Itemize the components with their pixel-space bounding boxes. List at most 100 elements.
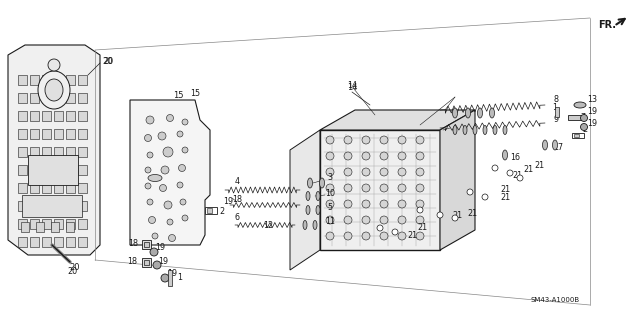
Text: 19: 19 (587, 108, 597, 116)
Bar (42, 147, 51, 157)
Ellipse shape (463, 125, 467, 135)
Text: 18: 18 (127, 256, 137, 265)
Circle shape (145, 135, 152, 142)
Text: 21: 21 (452, 211, 462, 220)
Circle shape (380, 184, 388, 192)
Ellipse shape (303, 220, 307, 229)
Text: 19: 19 (223, 197, 233, 206)
Text: 11: 11 (325, 218, 335, 226)
Bar (54, 201, 63, 211)
Circle shape (147, 199, 153, 205)
Ellipse shape (306, 191, 310, 201)
Text: 2: 2 (582, 125, 588, 135)
Circle shape (398, 232, 406, 240)
Bar (78, 183, 87, 193)
Circle shape (146, 116, 154, 124)
Ellipse shape (316, 205, 320, 214)
Bar (54, 219, 63, 229)
Bar (66, 201, 75, 211)
Bar (54, 147, 63, 157)
Polygon shape (320, 110, 475, 130)
Bar (30, 237, 39, 247)
Bar (18, 165, 27, 175)
Circle shape (492, 165, 498, 171)
Ellipse shape (316, 191, 320, 201)
Bar (555, 107, 559, 117)
Bar (22, 195, 82, 217)
Text: 21: 21 (467, 209, 477, 218)
Bar (18, 75, 27, 85)
Text: 2: 2 (220, 207, 225, 217)
Text: 20: 20 (103, 57, 113, 66)
Circle shape (326, 168, 334, 176)
Bar (66, 93, 75, 103)
Circle shape (168, 234, 175, 241)
Circle shape (153, 261, 161, 269)
Bar (36, 222, 44, 232)
Bar (54, 183, 63, 193)
Text: 21: 21 (500, 194, 510, 203)
Circle shape (177, 131, 183, 137)
Bar (30, 75, 39, 85)
Text: 12: 12 (263, 220, 273, 229)
Bar (574, 134, 579, 137)
Circle shape (416, 200, 424, 208)
Circle shape (182, 147, 188, 153)
Text: 10: 10 (325, 189, 335, 197)
Circle shape (398, 200, 406, 208)
Ellipse shape (493, 125, 497, 135)
Circle shape (158, 132, 166, 140)
Text: 15: 15 (190, 88, 200, 98)
Circle shape (161, 274, 169, 282)
Circle shape (150, 248, 158, 256)
Bar (54, 75, 63, 85)
Text: 20: 20 (70, 263, 80, 272)
Circle shape (380, 168, 388, 176)
Circle shape (416, 184, 424, 192)
Bar (28, 155, 78, 185)
Bar (78, 147, 87, 157)
Bar (144, 242, 149, 247)
Text: 4: 4 (234, 177, 239, 187)
Ellipse shape (452, 108, 458, 118)
Circle shape (326, 136, 334, 144)
Circle shape (398, 136, 406, 144)
Bar (66, 237, 75, 247)
Bar (30, 165, 39, 175)
Circle shape (362, 136, 370, 144)
Bar (30, 111, 39, 121)
Bar (78, 201, 87, 211)
Bar (18, 147, 27, 157)
Text: 13: 13 (587, 95, 597, 105)
Bar (78, 237, 87, 247)
Circle shape (416, 232, 424, 240)
Ellipse shape (473, 125, 477, 135)
Circle shape (48, 59, 60, 71)
Text: 18: 18 (232, 196, 242, 204)
Ellipse shape (319, 178, 324, 188)
Text: 15: 15 (173, 91, 183, 100)
Bar (30, 183, 39, 193)
Circle shape (147, 152, 153, 158)
Bar (78, 93, 87, 103)
Ellipse shape (490, 108, 495, 118)
Circle shape (380, 136, 388, 144)
Circle shape (580, 115, 588, 122)
Ellipse shape (306, 205, 310, 214)
Bar (78, 219, 87, 229)
Bar (21, 222, 29, 232)
Bar (51, 222, 59, 232)
Bar (18, 183, 27, 193)
Bar (205, 207, 217, 214)
Text: 1: 1 (177, 273, 182, 283)
Bar (572, 133, 584, 138)
Bar (18, 219, 27, 229)
Text: FR.: FR. (598, 20, 616, 30)
Circle shape (362, 216, 370, 224)
Bar (66, 111, 75, 121)
Ellipse shape (45, 79, 63, 101)
Text: 21: 21 (407, 231, 417, 240)
Circle shape (437, 212, 443, 218)
Text: 21: 21 (417, 224, 427, 233)
Text: 9: 9 (554, 115, 559, 124)
